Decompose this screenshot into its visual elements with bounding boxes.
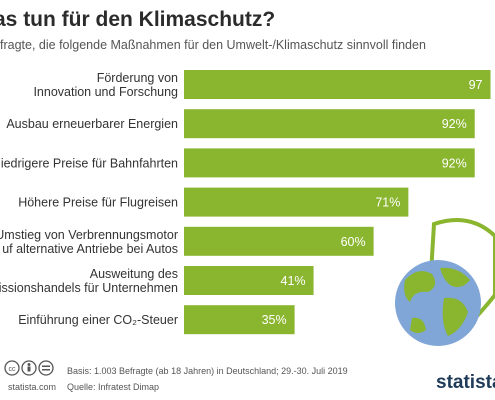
category-label-1: Förderung von Innovation und Forschung <box>33 71 178 99</box>
bar-6 <box>184 266 314 295</box>
value-label-7: 35% <box>262 313 287 327</box>
category-label-6: Ausweitung des issionshandels für Unterne… <box>0 267 178 295</box>
value-label-1: 97 <box>469 78 483 92</box>
cc-icon: cc <box>4 360 20 376</box>
site-label: statista.com <box>8 382 56 392</box>
value-label-6: 41% <box>281 274 306 288</box>
bar-4 <box>184 187 409 217</box>
svg-text:cc: cc <box>9 366 17 373</box>
category-label-2: Ausbau erneuerbarer Energien <box>6 117 178 131</box>
value-label-4: 71% <box>375 196 400 210</box>
bar-5 <box>184 226 374 256</box>
bar-3 <box>184 148 475 178</box>
bar-1 <box>184 70 491 99</box>
bar-7 <box>184 305 295 335</box>
bar-2 <box>184 109 475 139</box>
value-label-2: 92% <box>442 117 467 131</box>
no-derivatives-icon <box>38 360 54 376</box>
category-label-4: Höhere Preise für Flugreisen <box>18 196 178 210</box>
category-label-3: iedrigere Preise für Bahnfahrten <box>1 156 178 170</box>
basis-note: Basis: 1.003 Befragte (ab 18 Jahren) in … <box>67 366 348 376</box>
value-label-5: 60% <box>341 235 366 249</box>
globe-icon <box>395 260 481 346</box>
chart-subtitle: fragte, die folgende Maßnahmen für den U… <box>0 38 426 52</box>
brand-logo: statista <box>436 372 495 393</box>
value-label-3: 92% <box>442 156 467 170</box>
category-label-7: Einführung einer CO₂-Steuer <box>18 313 178 327</box>
source-note: Quelle: Infratest Dimap <box>67 382 159 392</box>
attribution-icon <box>21 360 37 376</box>
chart-title: as tun für den Klimaschutz? <box>0 8 276 31</box>
category-label-5: Umstieg von Verbrennungsmotor uf alternat… <box>0 228 178 256</box>
